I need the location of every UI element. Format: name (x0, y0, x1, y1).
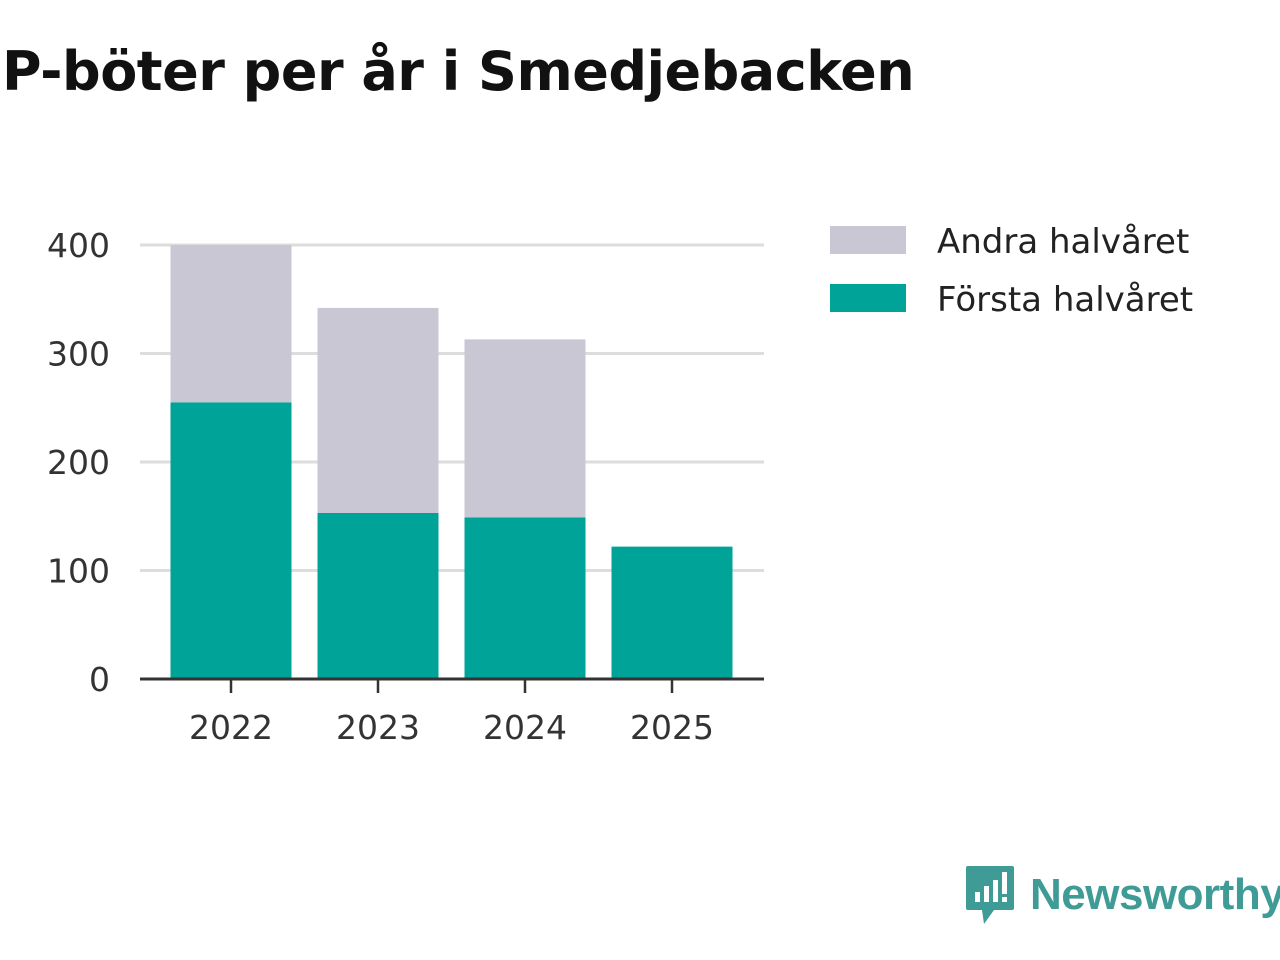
bar-2023-andra-halv-ret (317, 307, 439, 513)
bar-2023-f-rsta-halv-ret (317, 512, 439, 679)
y-tick-label-200: 200 (47, 443, 110, 482)
axes: 0 100 200 300 400 2022 2023 2024 2025 (47, 226, 764, 747)
legend-label-0: Andra halvåret (937, 222, 1189, 262)
brand: Newsworthy (964, 864, 1280, 926)
bar-2025-f-rsta-halv-ret (611, 546, 733, 679)
legend-swatch-0 (830, 226, 906, 254)
bar-2024-andra-halv-ret (464, 339, 586, 518)
legend-label-1: Första halvåret (937, 280, 1193, 320)
y-tick-label-100: 100 (47, 552, 110, 591)
x-tick-label-2025: 2025 (630, 708, 714, 747)
brand-name: Newsworthy (1030, 870, 1280, 919)
y-tick-label-0: 0 (89, 660, 110, 699)
x-tick-label-2022: 2022 (189, 708, 273, 747)
bars (170, 245, 733, 679)
legend: Andra halvåret Första halvåret (830, 222, 1193, 320)
chart-title: P-böter per år i Smedjebacken (2, 40, 915, 103)
x-tick-label-2023: 2023 (336, 708, 420, 747)
bar-2024-f-rsta-halv-ret (464, 517, 586, 679)
legend-swatch-1 (830, 284, 906, 312)
y-tick-label-300: 300 (47, 335, 110, 374)
x-tick-label-2024: 2024 (483, 708, 567, 747)
y-tick-label-400: 400 (47, 226, 110, 265)
bar-2022-f-rsta-halv-ret (170, 402, 292, 679)
newsworthy-logo-icon (966, 866, 1014, 924)
bar-2022-andra-halv-ret (170, 245, 292, 403)
